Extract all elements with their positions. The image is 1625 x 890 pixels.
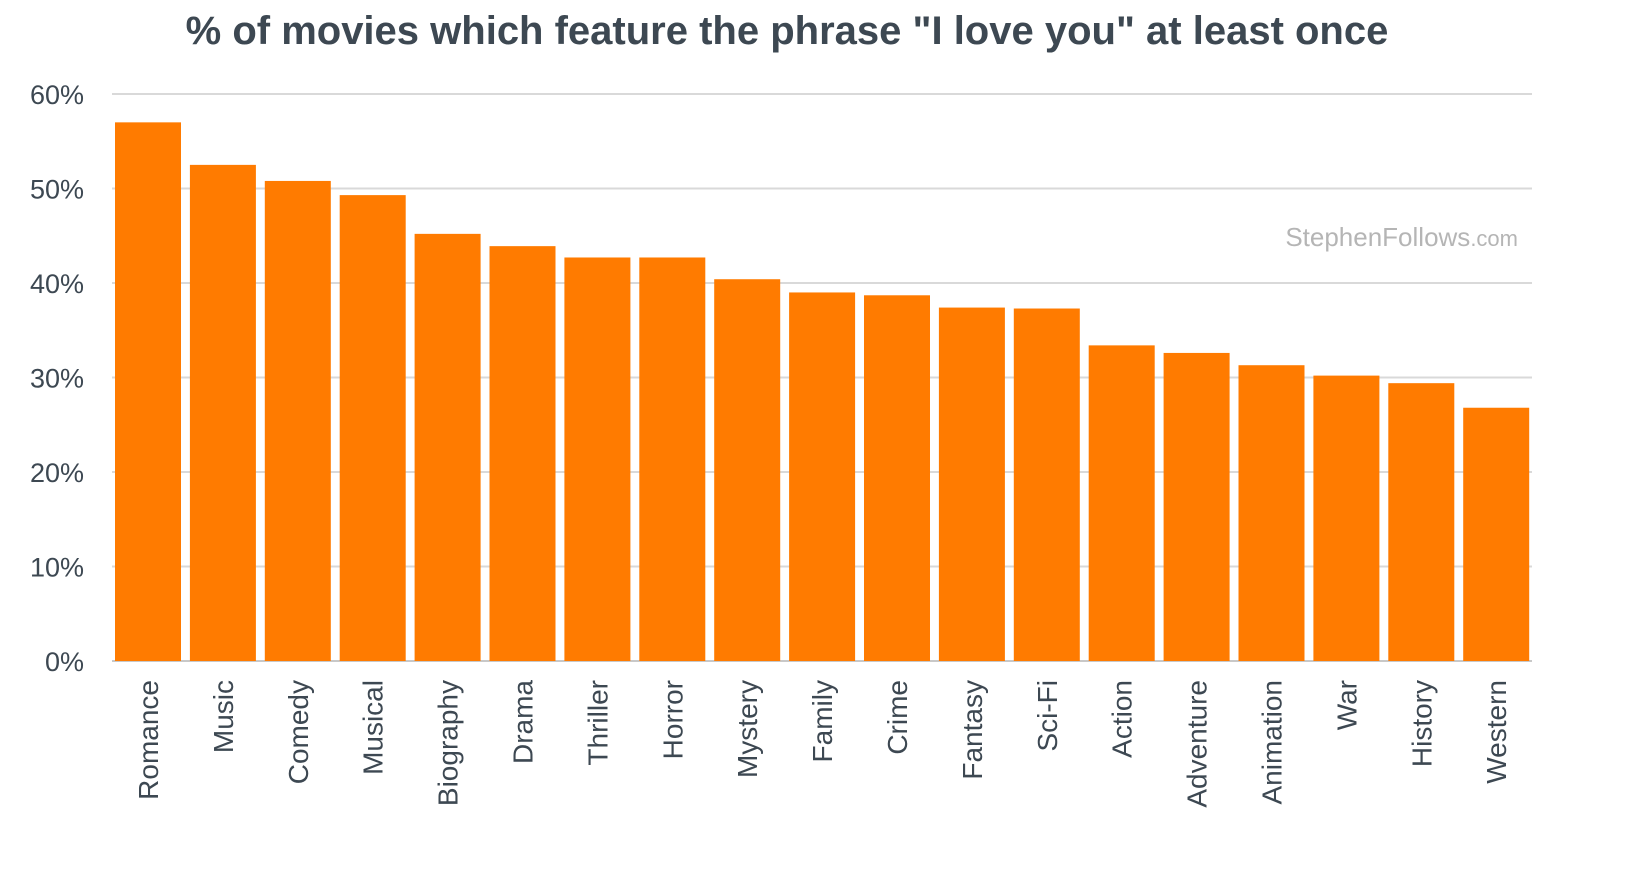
x-tick-label: Family bbox=[807, 680, 838, 762]
bar bbox=[564, 257, 631, 661]
bar bbox=[789, 292, 856, 661]
x-tick-label: Biography bbox=[433, 680, 464, 806]
bar bbox=[714, 279, 781, 661]
chart-title: % of movies which feature the phrase "I … bbox=[186, 9, 1389, 53]
x-tick-label: Action bbox=[1107, 680, 1138, 758]
bars bbox=[115, 122, 1530, 662]
y-tick-label: 10% bbox=[30, 553, 84, 583]
bar bbox=[1313, 375, 1380, 661]
y-tick-label: 30% bbox=[30, 364, 84, 394]
bar bbox=[489, 246, 556, 661]
x-tick-label: Musical bbox=[358, 680, 389, 775]
watermark: StephenFollows.com bbox=[1285, 222, 1518, 252]
bar bbox=[864, 295, 930, 661]
x-axis-labels: Romance Music Comedy Musical Biography Drama T… bbox=[133, 680, 1512, 808]
y-tick-label: 40% bbox=[30, 269, 84, 299]
bar bbox=[1088, 345, 1155, 661]
bar bbox=[1013, 308, 1080, 661]
bar bbox=[189, 164, 256, 661]
x-tick-label: Mystery bbox=[732, 680, 763, 778]
x-tick-label: Sci-Fi bbox=[1032, 680, 1063, 752]
x-tick-label: Western bbox=[1481, 680, 1512, 784]
y-tick-label: 60% bbox=[30, 80, 84, 110]
x-tick-label: Music bbox=[208, 680, 239, 753]
bar bbox=[1463, 407, 1530, 661]
x-tick-label: War bbox=[1331, 680, 1362, 730]
x-tick-label: Horror bbox=[657, 680, 688, 759]
bar bbox=[264, 180, 331, 661]
x-tick-label: Fantasy bbox=[957, 680, 988, 780]
y-tick-label: 20% bbox=[30, 458, 84, 488]
bar bbox=[639, 257, 706, 661]
x-tick-label: Romance bbox=[133, 680, 164, 800]
bar bbox=[414, 233, 481, 662]
bar bbox=[115, 122, 181, 662]
bar bbox=[1163, 352, 1230, 661]
x-tick-label: Animation bbox=[1257, 680, 1288, 805]
x-tick-label: Comedy bbox=[283, 680, 314, 784]
y-tick-label: 0% bbox=[45, 647, 84, 677]
bar bbox=[339, 195, 406, 662]
bar bbox=[1388, 383, 1455, 661]
x-tick-label: Drama bbox=[508, 680, 539, 764]
y-tick-label: 50% bbox=[30, 175, 84, 205]
x-tick-label: Adventure bbox=[1182, 680, 1213, 808]
watermark-suffix: .com bbox=[1470, 226, 1518, 251]
x-tick-label: History bbox=[1406, 680, 1437, 767]
watermark-main: StephenFollows bbox=[1285, 222, 1470, 252]
x-tick-label: Thriller bbox=[582, 680, 613, 766]
bar bbox=[938, 307, 1005, 661]
y-axis-ticks: 0% 10% 20% 30% 40% 50% 60% bbox=[30, 80, 84, 677]
bar bbox=[1238, 365, 1305, 661]
x-tick-label: Crime bbox=[882, 680, 913, 755]
